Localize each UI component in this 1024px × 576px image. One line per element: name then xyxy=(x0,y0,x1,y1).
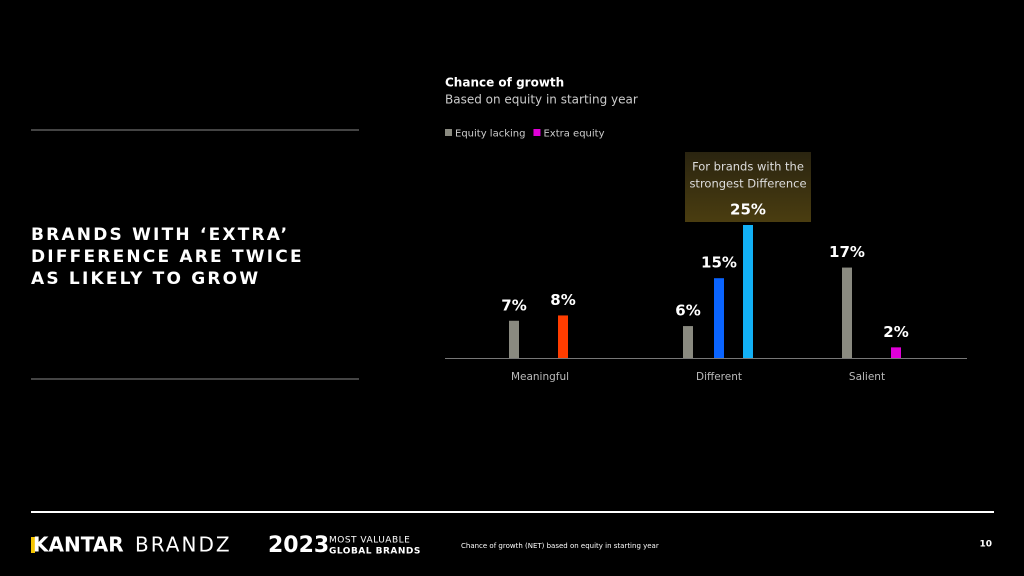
headline: DIFFERENCE ARE TWICE xyxy=(31,247,304,267)
tagline: GLOBAL BRANDS xyxy=(329,547,421,557)
brand2: BRANDZ xyxy=(135,533,232,557)
chart-subtitle: Based on equity in starting year xyxy=(445,93,638,107)
value-label: 15% xyxy=(701,254,737,272)
headline: BRANDS WITH ‘EXTRA’ xyxy=(31,225,289,245)
value-label: 25% xyxy=(730,201,766,219)
x-tick-label: Salient xyxy=(849,371,885,383)
chart-title: Chance of growth xyxy=(445,76,564,90)
value-label: 8% xyxy=(550,291,575,309)
bar xyxy=(714,278,724,358)
logo-mark xyxy=(31,537,35,553)
headline: AS LIKELY TO GROW xyxy=(31,269,260,289)
brand: KANTAR xyxy=(33,533,124,557)
annotation: For brands with the xyxy=(692,160,804,174)
bar xyxy=(891,347,901,358)
bar xyxy=(842,267,852,358)
value-label: 2% xyxy=(883,323,908,341)
bar xyxy=(683,326,693,358)
bar xyxy=(743,225,753,358)
tagline: MOST VALUABLE xyxy=(329,536,410,546)
page-number: 10 xyxy=(979,540,992,550)
annotation: strongest Difference xyxy=(689,177,806,191)
legend-swatch xyxy=(533,129,541,136)
annotation-box xyxy=(685,152,811,222)
value-label: 6% xyxy=(675,302,700,320)
legend-label: Extra equity xyxy=(543,129,604,140)
value-label: 17% xyxy=(829,243,865,261)
bar xyxy=(509,320,519,358)
legend-label: Equity lacking xyxy=(455,129,525,140)
value-label: 7% xyxy=(501,296,526,314)
legend-swatch xyxy=(445,129,452,136)
year: 2023 xyxy=(268,533,329,558)
bar xyxy=(558,315,568,358)
footnote: Chance of growth (NET) based on equity i… xyxy=(461,542,659,550)
x-tick-label: Meaningful xyxy=(511,371,569,383)
x-tick-label: Different xyxy=(696,371,742,383)
